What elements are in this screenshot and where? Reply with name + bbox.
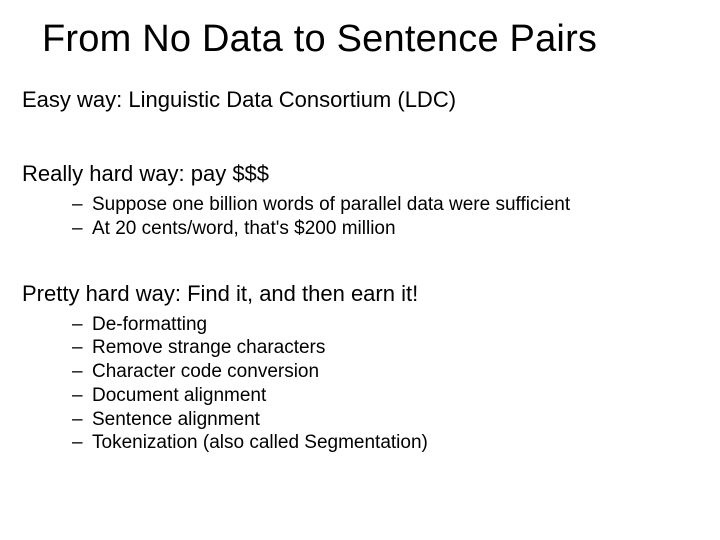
section-easy: Easy way: Linguistic Data Consortium (LD… [22,87,698,113]
dash-icon: – [72,431,92,455]
pretty-sublist: – De-formatting – Remove strange charact… [72,313,698,456]
hard-sublist: – Suppose one billion words of parallel … [72,193,698,241]
list-item: – Document alignment [72,384,698,408]
dash-icon: – [72,408,92,432]
list-item-text: At 20 cents/word, that's $200 million [92,217,698,241]
dash-icon: – [72,217,92,241]
list-item: – Suppose one billion words of parallel … [72,193,698,217]
dash-icon: – [72,336,92,360]
list-item: – Character code conversion [72,360,698,384]
list-item-text: Tokenization (also called Segmentation) [92,431,698,455]
list-item-text: De-formatting [92,313,698,337]
slide-title: From No Data to Sentence Pairs [42,18,698,61]
list-item-text: Character code conversion [92,360,698,384]
dash-icon: – [72,384,92,408]
list-item: – De-formatting [72,313,698,337]
list-item: – Tokenization (also called Segmentation… [72,431,698,455]
dash-icon: – [72,313,92,337]
dash-icon: – [72,360,92,384]
list-item-text: Document alignment [92,384,698,408]
list-item: – Remove strange characters [72,336,698,360]
section-pretty: Pretty hard way: Find it, and then earn … [22,281,698,307]
slide: From No Data to Sentence Pairs Easy way:… [0,0,720,540]
list-item-text: Suppose one billion words of parallel da… [92,193,698,217]
list-item: – At 20 cents/word, that's $200 million [72,217,698,241]
list-item: – Sentence alignment [72,408,698,432]
list-item-text: Sentence alignment [92,408,698,432]
dash-icon: – [72,193,92,217]
list-item-text: Remove strange characters [92,336,698,360]
section-hard: Really hard way: pay $$$ [22,161,698,187]
